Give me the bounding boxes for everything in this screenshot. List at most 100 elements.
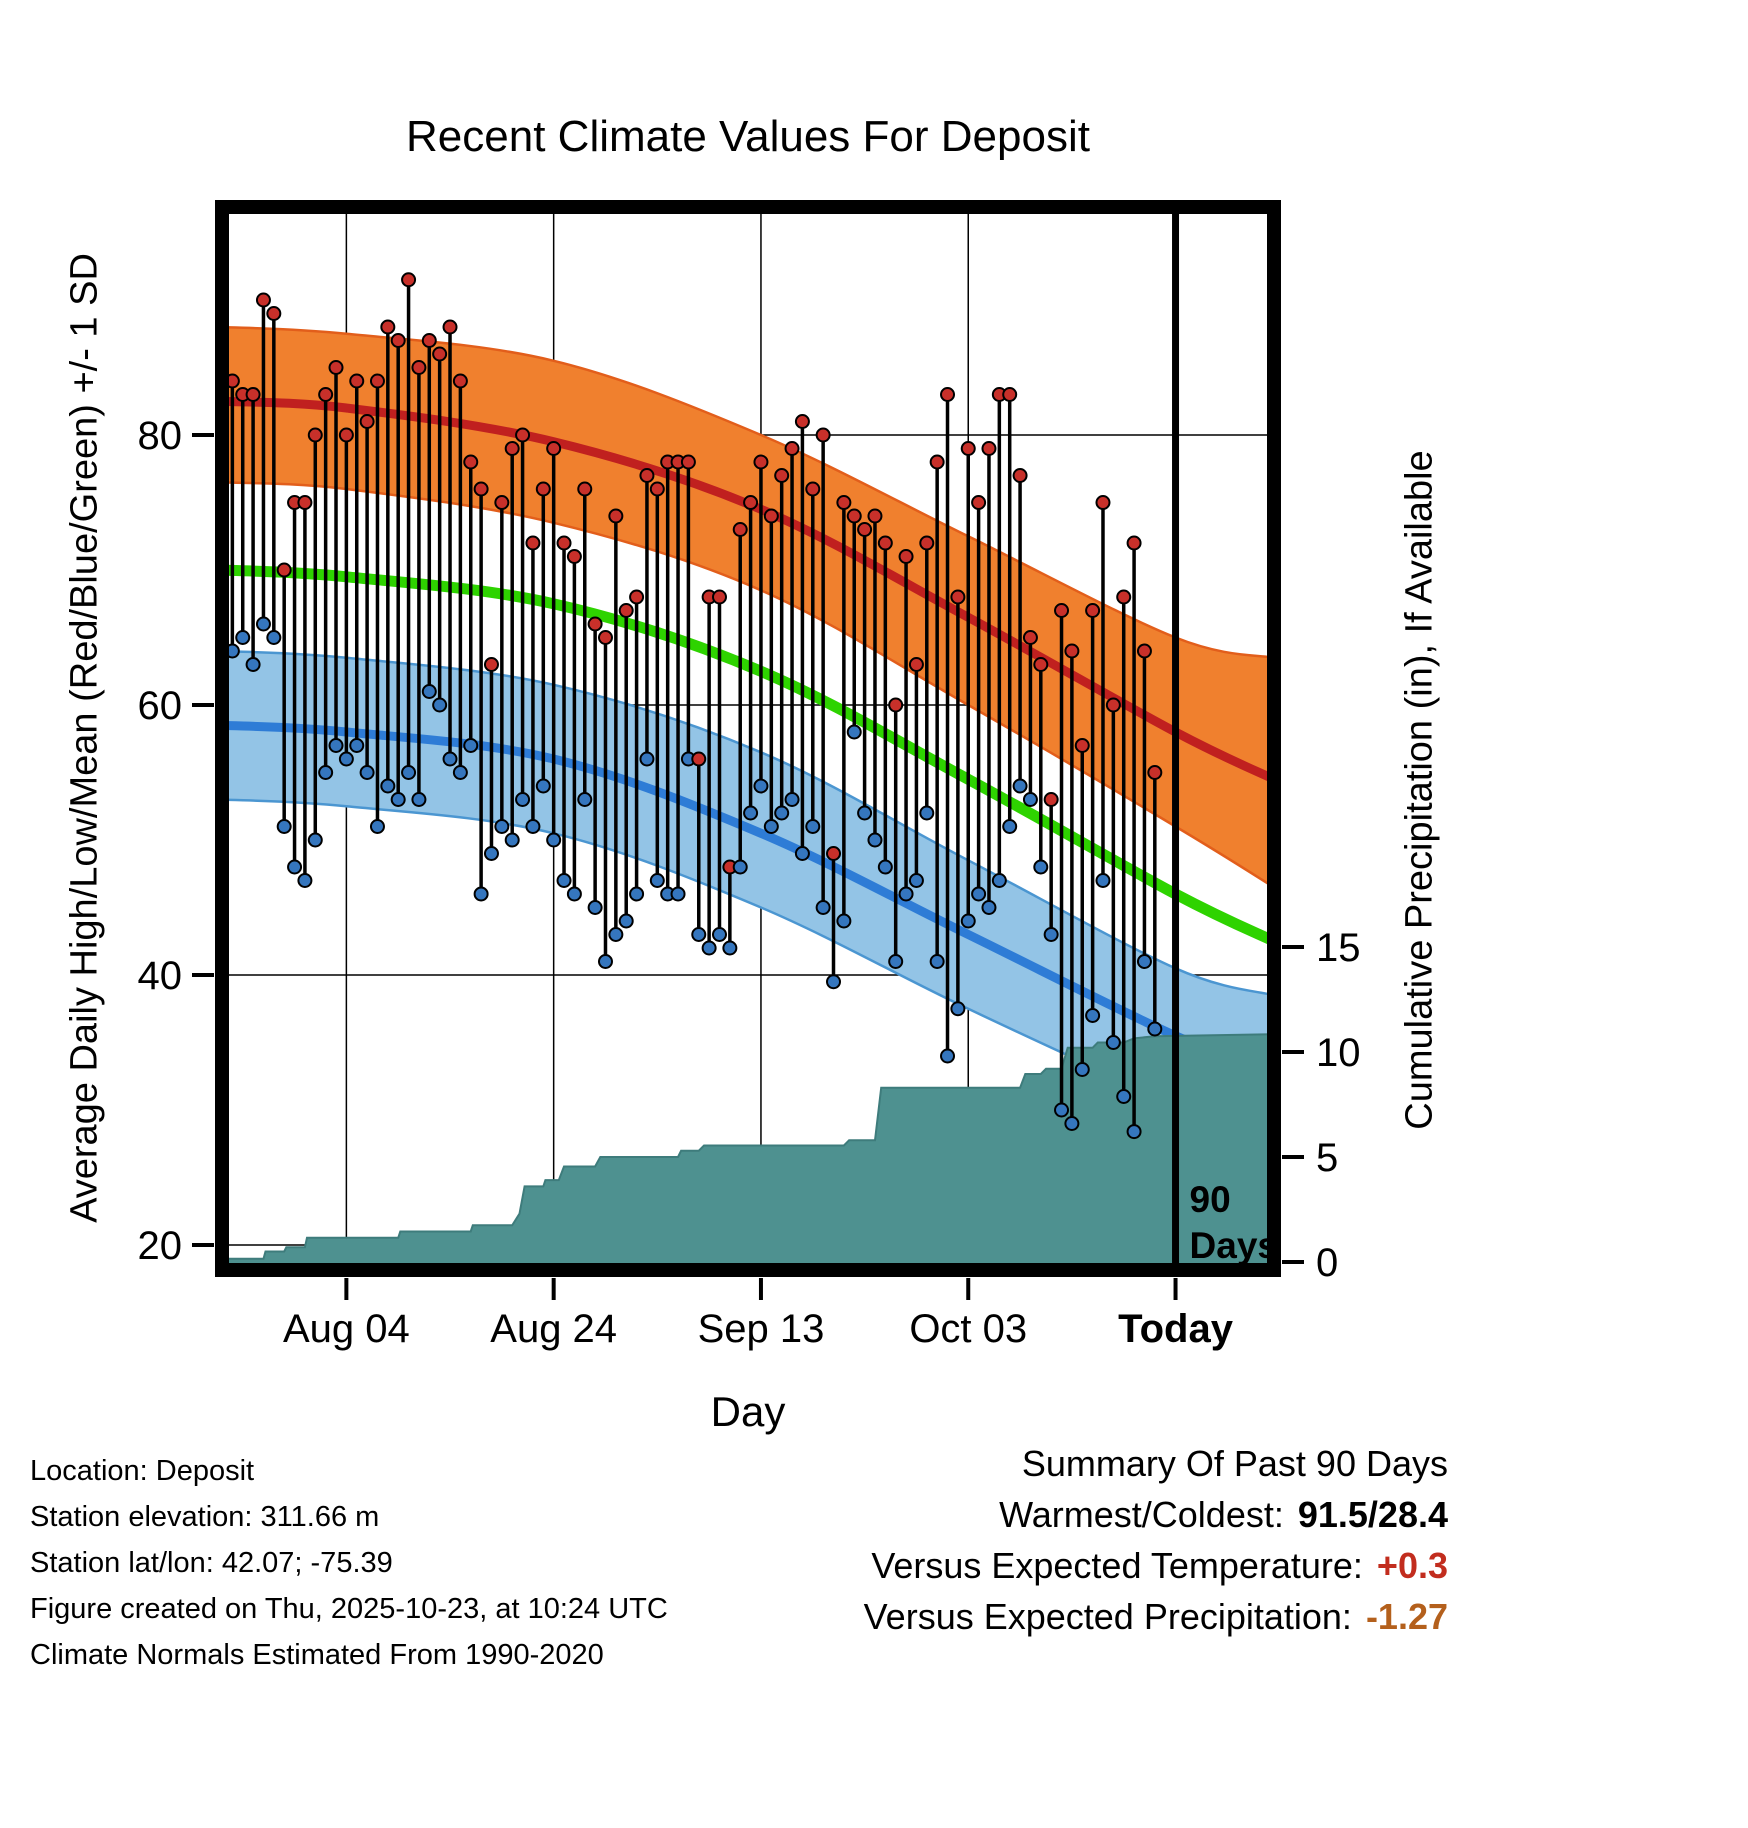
daily-high-dot xyxy=(525,535,541,551)
summary-block: Summary Of Past 90 Days Warmest/Coldest:… xyxy=(864,1438,1448,1642)
daily-high-dot xyxy=(888,697,904,713)
daily-high-dot xyxy=(618,603,634,618)
daily-high-dot xyxy=(359,414,375,429)
daily-low-dot xyxy=(639,751,655,767)
daily-high-dot xyxy=(442,319,458,335)
daily-low-dot xyxy=(867,832,883,848)
daily-high-dot xyxy=(597,630,613,645)
daily-low-dot xyxy=(390,792,406,807)
daily-low-dot xyxy=(442,751,458,767)
daily-low-dot xyxy=(629,886,645,902)
daily-low-dot xyxy=(577,792,593,807)
daily-high-dot xyxy=(784,441,800,456)
daily-high-dot xyxy=(1043,792,1059,807)
daily-high-dot xyxy=(463,454,479,470)
daily-high-dot xyxy=(1012,468,1028,483)
daily-high-dot xyxy=(432,346,448,362)
daily-low-dot xyxy=(297,873,313,888)
daily-low-dot xyxy=(566,886,582,902)
daily-low-dot xyxy=(307,832,323,848)
station-latlon: Station lat/lon: 42.07; -75.39 xyxy=(30,1547,393,1579)
daily-high-dot xyxy=(1085,603,1101,618)
daily-high-dot xyxy=(401,272,417,288)
daily-high-dot xyxy=(691,751,707,767)
daily-low-dot xyxy=(515,792,531,807)
daily-high-dot xyxy=(390,333,406,348)
vs-temp-value: +0.3 xyxy=(1376,1545,1448,1586)
station-elevation: Station elevation: 311.66 m xyxy=(30,1501,380,1533)
daily-low-dot xyxy=(784,792,800,807)
chart-title: Recent Climate Values For Deposit xyxy=(406,112,1090,161)
daily-high-dot xyxy=(836,495,852,510)
daily-low-dot xyxy=(732,859,748,875)
daily-high-dot xyxy=(1022,630,1038,645)
daily-low-dot xyxy=(452,765,468,780)
daily-high-dot xyxy=(971,495,987,510)
daily-low-dot xyxy=(857,805,873,821)
daily-low-dot xyxy=(525,819,541,834)
daily-low-dot xyxy=(1074,1062,1090,1077)
right-tick-label: 5 xyxy=(1316,1136,1338,1180)
daily-low-dot xyxy=(1126,1124,1142,1140)
daily-low-dot xyxy=(815,900,831,915)
daily-high-dot xyxy=(421,333,437,348)
daily-high-dot xyxy=(929,454,945,470)
ninety-day-label-2: Days xyxy=(1190,1225,1278,1266)
left-tick-label: 80 xyxy=(138,414,183,458)
daily-low-dot xyxy=(919,805,935,821)
daily-low-dot xyxy=(349,738,365,753)
daily-high-dot xyxy=(245,387,261,402)
daily-high-dot xyxy=(857,522,873,537)
daily-high-dot xyxy=(1126,535,1142,551)
x-tick-label: Oct 03 xyxy=(909,1307,1027,1351)
daily-low-dot xyxy=(1002,819,1018,834)
daily-low-dot xyxy=(981,900,997,915)
daily-high-dot xyxy=(452,373,468,389)
x-tick-label: Sep 13 xyxy=(698,1307,825,1351)
vs-precip-label: Versus Expected Precipitation: xyxy=(863,1596,1352,1637)
daily-low-dot xyxy=(940,1048,956,1064)
summary-title: Summary Of Past 90 Days xyxy=(1021,1443,1448,1484)
daily-low-dot xyxy=(369,819,385,834)
daily-high-dot xyxy=(608,508,624,524)
daily-low-dot xyxy=(929,954,945,969)
daily-low-dot xyxy=(691,927,707,942)
daily-low-dot xyxy=(960,913,976,929)
daily-low-dot xyxy=(338,751,354,767)
station-location: Location: Deposit xyxy=(30,1455,255,1487)
daily-high-dot xyxy=(1054,603,1070,618)
daily-high-dot xyxy=(794,414,810,429)
warmest-coldest-label: Warmest/Coldest: xyxy=(999,1494,1284,1535)
daily-low-dot xyxy=(494,819,510,834)
daily-high-dot xyxy=(338,427,354,443)
vs-precip-row: Versus Expected Precipitation: -1.27 xyxy=(864,1591,1448,1642)
right-tick-label: 10 xyxy=(1316,1031,1361,1075)
daily-low-dot xyxy=(722,940,738,956)
daily-low-dot xyxy=(556,873,572,888)
daily-high-dot xyxy=(826,846,842,861)
daily-low-dot xyxy=(318,765,334,780)
vs-temp-label: Versus Expected Temperature: xyxy=(871,1545,1363,1586)
climate-normals-note: Climate Normals Estimated From 1990-2020 xyxy=(30,1639,604,1671)
daily-high-dot xyxy=(960,441,976,456)
daily-low-dot xyxy=(1064,1116,1080,1131)
daily-low-dot xyxy=(276,819,292,834)
daily-high-dot xyxy=(587,616,603,632)
vs-temp-row: Versus Expected Temperature: +0.3 xyxy=(864,1540,1448,1591)
daily-low-dot xyxy=(255,616,271,632)
right-tick-label: 0 xyxy=(1316,1241,1338,1285)
daily-low-dot xyxy=(359,765,375,780)
daily-low-dot xyxy=(826,974,842,990)
daily-high-dot xyxy=(1033,657,1049,672)
daily-low-dot xyxy=(463,738,479,753)
daily-low-dot xyxy=(380,778,396,794)
tick-labels: 80 60 40 20 15 10 5 0 Aug 04 Aug 24 Sep 13 Oct 03 To… xyxy=(138,414,1361,1351)
daily-high-dot xyxy=(483,657,499,672)
daily-high-dot xyxy=(1116,589,1132,605)
daily-high-dot xyxy=(846,508,862,524)
daily-low-dot xyxy=(898,886,914,902)
daily-high-dot xyxy=(1095,495,1111,510)
daily-low-dot xyxy=(1012,778,1028,794)
daily-high-dot xyxy=(307,427,323,443)
daily-high-dot xyxy=(515,427,531,443)
